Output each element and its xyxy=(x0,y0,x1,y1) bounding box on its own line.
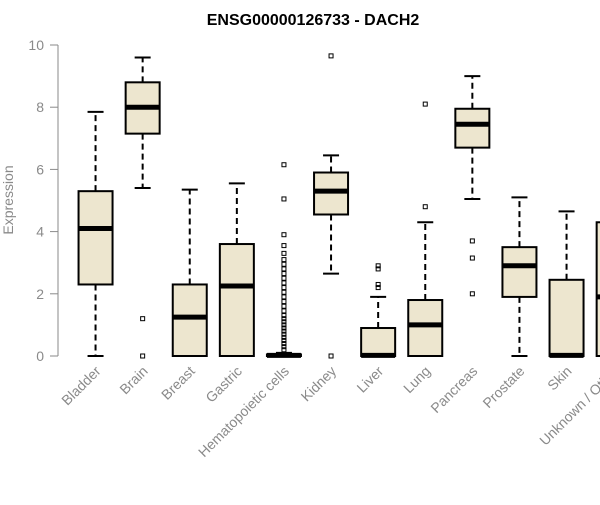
x-tick-label: Liver xyxy=(353,363,386,396)
y-axis: 0 2 4 6 8 10 xyxy=(28,37,59,364)
box-group xyxy=(313,53,350,359)
outlier-point xyxy=(281,337,287,343)
outlier-point xyxy=(281,261,287,267)
outlier-point xyxy=(140,353,146,359)
box-series xyxy=(77,53,600,359)
box xyxy=(407,299,444,357)
outlier-point xyxy=(281,334,287,340)
outlier-point xyxy=(281,250,287,256)
outlier-point xyxy=(281,162,287,168)
outlier-point xyxy=(281,280,287,286)
y-tick-label: 6 xyxy=(36,161,44,177)
outlier-point xyxy=(281,285,287,291)
outlier-point xyxy=(422,101,428,107)
box xyxy=(595,221,600,357)
y-tick-label: 0 xyxy=(36,348,44,364)
outlier-point xyxy=(281,289,287,295)
y-tick-label: 8 xyxy=(36,99,44,115)
outlier-point xyxy=(281,294,287,300)
box xyxy=(77,190,114,286)
x-tick-label: Lung xyxy=(400,363,433,396)
box-group xyxy=(218,182,255,357)
outlier-point xyxy=(281,271,287,277)
box xyxy=(218,243,255,357)
x-tick-label: Breast xyxy=(158,363,198,403)
outlier-point xyxy=(375,285,381,291)
x-tick-label: Gastric xyxy=(202,363,245,406)
x-tick-label: Prostate xyxy=(479,363,527,411)
box-group xyxy=(124,56,161,359)
x-tick-label: Hematopoietic cells xyxy=(195,363,292,460)
y-axis-label: Expression xyxy=(0,165,16,234)
outlier-point xyxy=(281,322,287,328)
y-tick-label: 10 xyxy=(28,37,44,53)
outlier-point xyxy=(281,303,287,309)
box-group xyxy=(454,75,491,297)
outlier-point xyxy=(328,53,334,59)
x-tick-label: Skin xyxy=(544,363,575,394)
outlier-point xyxy=(281,232,287,238)
outlier-point xyxy=(281,308,287,314)
box xyxy=(501,246,538,298)
outlier-point xyxy=(375,266,381,272)
outlier-point xyxy=(281,319,287,325)
outlier-point xyxy=(281,313,287,319)
box xyxy=(171,283,208,357)
outlier-point xyxy=(140,316,146,322)
outlier-point xyxy=(281,275,287,281)
outlier-point xyxy=(281,243,287,249)
outlier-point xyxy=(281,299,287,305)
box xyxy=(548,278,585,357)
outlier-point xyxy=(422,204,428,210)
box-group xyxy=(595,221,600,357)
y-tick-label: 4 xyxy=(36,224,44,240)
outlier-point xyxy=(281,347,287,353)
box-group xyxy=(77,110,114,357)
outlier-point xyxy=(469,291,475,297)
outlier-point xyxy=(281,316,287,322)
box-group xyxy=(171,188,208,357)
outlier-point xyxy=(281,344,287,350)
box-group xyxy=(407,101,444,357)
outlier-point xyxy=(375,281,381,287)
box-group xyxy=(501,196,538,357)
box xyxy=(360,327,397,358)
box-group xyxy=(265,162,302,358)
x-tick-label: Kidney xyxy=(298,363,340,405)
outlier-point xyxy=(469,255,475,261)
outlier-point xyxy=(281,341,287,347)
outlier-point xyxy=(281,331,287,337)
chart-title: ENSG00000126733 - DACH2 xyxy=(207,12,420,29)
outlier-point xyxy=(328,353,334,359)
x-tick-label: Bladder xyxy=(58,363,104,409)
x-tick-label: Brain xyxy=(116,363,150,397)
box xyxy=(454,107,491,149)
outlier-point xyxy=(281,196,287,202)
outlier-point xyxy=(375,263,381,269)
outlier-point xyxy=(281,325,287,331)
outlier-point xyxy=(281,266,287,272)
y-tick-label: 2 xyxy=(36,286,44,302)
box-group xyxy=(360,263,397,358)
box-group xyxy=(548,210,585,358)
outlier-point xyxy=(281,328,287,334)
x-tick-label: Pancreas xyxy=(427,363,480,416)
outlier-point xyxy=(469,238,475,244)
outlier-point xyxy=(281,257,287,263)
